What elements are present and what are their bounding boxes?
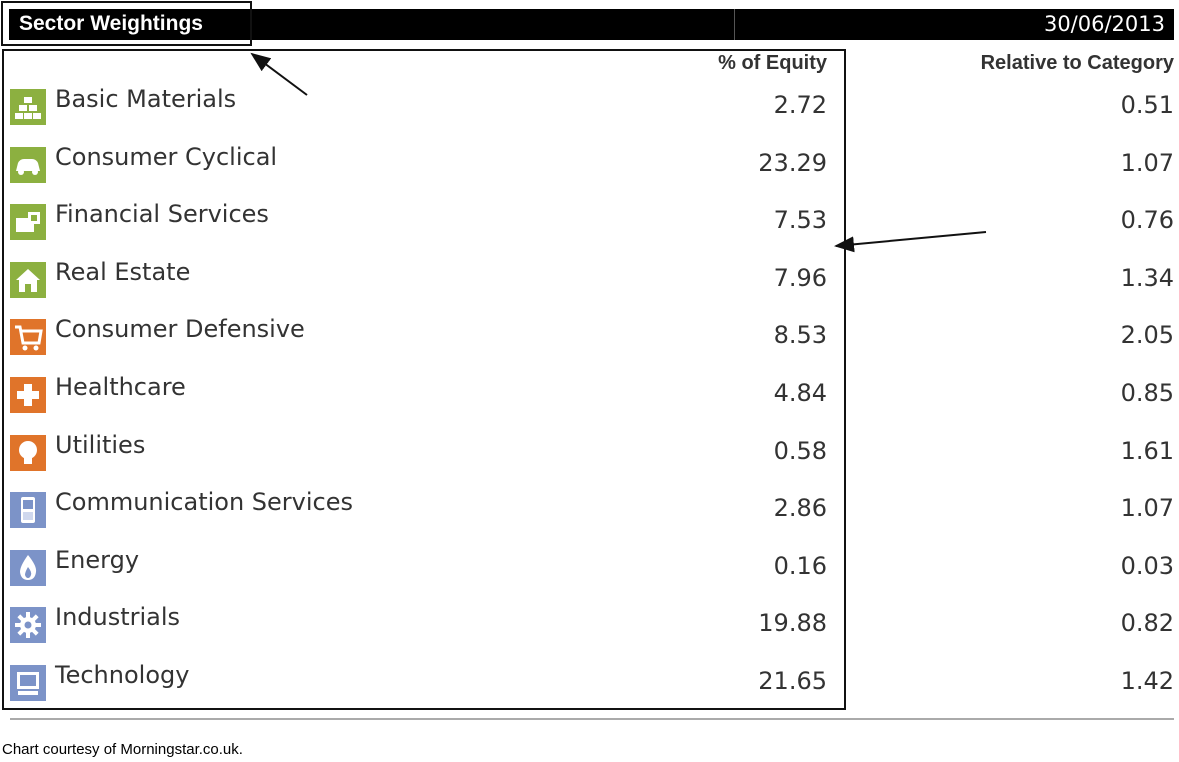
equity-value: 4.84 <box>773 379 827 407</box>
relative-value: 2.05 <box>1120 321 1174 350</box>
sector-name: Technology <box>55 661 190 689</box>
equity-value: 19.88 <box>758 609 827 638</box>
light-bulb-icon <box>10 434 46 471</box>
equity-value: 7.53 <box>773 206 827 235</box>
relative-value: 1.07 <box>1120 148 1174 177</box>
sector-row: Industrials 19.88 0.82 <box>0 603 1179 662</box>
sector-name: Basic Materials <box>55 85 237 113</box>
sector-name: Communication Services <box>55 488 353 517</box>
relative-value: 0.76 <box>1120 206 1174 235</box>
header-divider <box>734 9 735 40</box>
sector-row: Technology 21.65 1.42 <box>0 661 1179 720</box>
relative-value: 1.07 <box>1120 494 1174 523</box>
equity-value: 7.96 <box>773 263 827 292</box>
relative-value: 1.42 <box>1120 667 1174 695</box>
relative-value: 0.82 <box>1120 609 1174 638</box>
sector-name: Real Estate <box>55 257 191 286</box>
equity-value: 21.65 <box>758 667 827 695</box>
section-title: Sector Weightings <box>19 12 203 35</box>
house-icon <box>10 261 46 298</box>
relative-column-header: Relative to Category <box>980 52 1174 74</box>
shopping-cart-icon <box>10 319 46 356</box>
equity-value: 8.53 <box>773 321 827 350</box>
car-icon <box>10 146 46 183</box>
sector-row: Utilities 0.58 1.61 <box>0 430 1179 490</box>
equity-value: 2.72 <box>773 91 827 119</box>
equity-column-header: % of Equity <box>718 52 827 74</box>
chart-credit: Chart courtesy of Morningstar.co.uk. <box>2 741 243 758</box>
sector-name: Consumer Cyclical <box>55 142 278 171</box>
equity-annotation-box <box>2 49 846 710</box>
relative-value: 0.51 <box>1120 91 1174 119</box>
header-bar: Sector Weightings 30/06/2013 <box>9 9 1174 40</box>
sector-name: Financial Services <box>55 200 269 229</box>
as-of-date: 30/06/2013 <box>1043 12 1165 36</box>
sector-name: Industrials <box>55 603 181 632</box>
sector-name: Utilities <box>55 430 146 459</box>
mobile-phone-icon <box>10 492 46 529</box>
medical-cross-icon <box>10 377 46 413</box>
equity-value: 0.16 <box>773 551 827 580</box>
sector-row: Basic Materials 2.72 0.51 <box>0 85 1179 144</box>
equity-value: 23.29 <box>758 148 827 177</box>
sector-name: Healthcare <box>55 373 186 401</box>
equity-pointer-arrow <box>834 231 987 253</box>
sector-row: Consumer Cyclical 23.29 1.07 <box>0 142 1179 202</box>
sector-row: Communication Services 2.86 1.07 <box>0 488 1179 547</box>
equity-value: 0.58 <box>773 436 827 465</box>
footer-rule <box>10 718 1174 720</box>
gear-icon <box>10 607 46 644</box>
sector-row: Real Estate 7.96 1.34 <box>0 257 1179 317</box>
title-annotation-box <box>1 1 252 46</box>
flame-icon <box>10 549 46 586</box>
equity-value: 2.86 <box>773 494 827 523</box>
relative-value: 1.34 <box>1120 263 1174 292</box>
sector-row: Energy 0.16 0.03 <box>0 545 1179 605</box>
sector-name: Energy <box>55 545 140 574</box>
sector-row: Financial Services 7.53 0.76 <box>0 200 1179 259</box>
basic-materials-icon <box>10 89 46 125</box>
sector-row: Healthcare 4.84 0.85 <box>0 373 1179 432</box>
relative-value: 0.85 <box>1120 379 1174 407</box>
sector-row: Consumer Defensive 8.53 2.05 <box>0 315 1179 374</box>
financial-services-icon <box>10 204 46 241</box>
computer-icon <box>10 665 46 701</box>
title-pointer-arrow <box>250 52 308 96</box>
sector-name: Consumer Defensive <box>55 315 305 344</box>
relative-value: 0.03 <box>1120 551 1174 580</box>
relative-value: 1.61 <box>1120 436 1174 465</box>
